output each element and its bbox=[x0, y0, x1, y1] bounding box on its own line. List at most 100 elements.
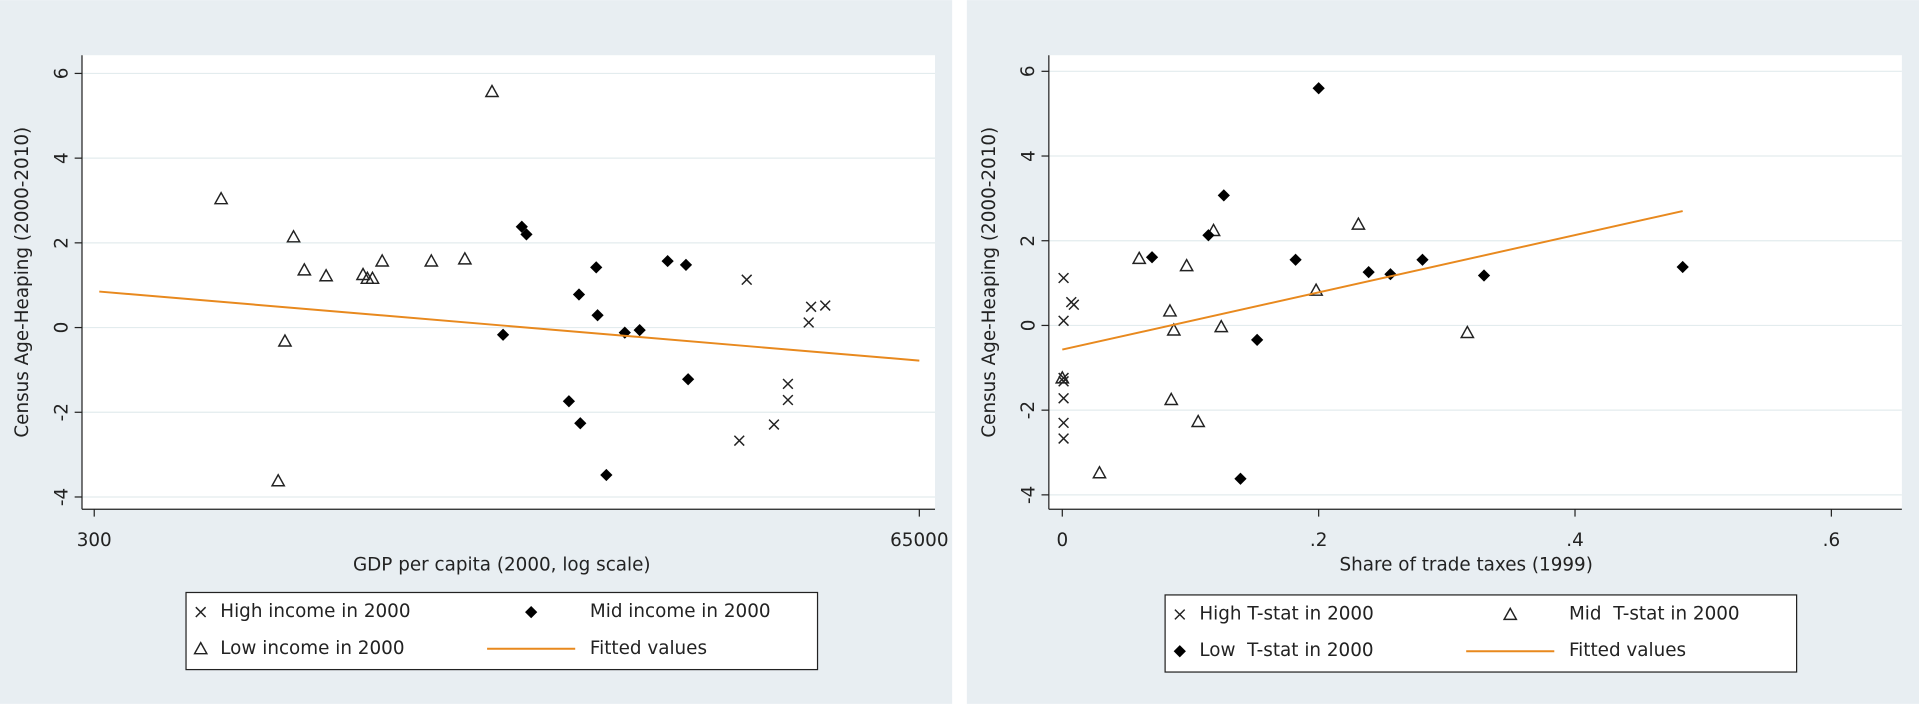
x-marker bbox=[805, 301, 817, 313]
legend-label: High T-stat in 2000 bbox=[1199, 604, 1373, 625]
x-marker bbox=[1068, 299, 1080, 311]
x-marker bbox=[819, 300, 831, 311]
diamond-marker bbox=[496, 328, 510, 341]
triangle-marker bbox=[1213, 319, 1229, 333]
x-marker bbox=[782, 378, 794, 390]
plot-area bbox=[81, 55, 936, 510]
y-tick-label: 4 bbox=[1018, 150, 1039, 162]
triangle-marker bbox=[457, 251, 473, 265]
diamond-marker bbox=[562, 395, 576, 408]
diamond-marker bbox=[1676, 260, 1689, 274]
fitted-line bbox=[99, 290, 920, 362]
diamond-marker bbox=[1362, 265, 1375, 279]
x-marker bbox=[1058, 392, 1069, 404]
legend-label: Fitted values bbox=[590, 638, 707, 659]
x-tick-label: 0 bbox=[1056, 530, 1068, 551]
triangle-marker bbox=[286, 229, 301, 243]
x-tick-label: .2 bbox=[1310, 530, 1328, 551]
triangle-marker bbox=[374, 253, 390, 267]
diamond-marker bbox=[1416, 253, 1429, 266]
triangle-marker bbox=[1179, 258, 1194, 272]
triangle-marker bbox=[318, 268, 334, 282]
diamond-marker bbox=[1251, 333, 1264, 346]
triangle-marker bbox=[1351, 216, 1366, 230]
triangle-marker bbox=[277, 333, 293, 347]
legend-box bbox=[1164, 594, 1798, 673]
x-marker bbox=[1058, 272, 1069, 284]
legend-label: Mid income in 2000 bbox=[590, 601, 771, 622]
plot-area bbox=[1048, 55, 1902, 510]
x-marker bbox=[803, 317, 815, 328]
triangle-marker bbox=[296, 262, 312, 276]
triangle-marker bbox=[270, 473, 286, 487]
diamond-marker bbox=[525, 605, 538, 619]
diamond-marker bbox=[520, 228, 533, 241]
legend-label: Fitted values bbox=[1569, 640, 1686, 661]
diamond-marker bbox=[681, 373, 695, 386]
triangle-marker bbox=[1131, 250, 1147, 265]
triangle-marker bbox=[213, 191, 229, 205]
diamond-marker bbox=[572, 288, 586, 301]
y-tick-label: 6 bbox=[51, 68, 72, 80]
x-marker bbox=[1058, 315, 1069, 327]
triangle-marker bbox=[1092, 465, 1107, 479]
triangle-marker bbox=[1162, 303, 1178, 317]
triangle-marker bbox=[484, 84, 500, 98]
y-tick-label: 6 bbox=[1018, 65, 1039, 77]
triangle-marker bbox=[1166, 322, 1182, 336]
x-tick-label: .6 bbox=[1823, 530, 1841, 551]
x-marker bbox=[1058, 433, 1069, 444]
y-tick-label: 2 bbox=[1018, 235, 1039, 247]
x-axis-title: Share of trade taxes (1999) bbox=[1339, 554, 1592, 575]
triangle-marker bbox=[193, 641, 209, 655]
x-tick-label: 300 bbox=[77, 530, 112, 551]
x-marker bbox=[741, 274, 753, 286]
triangle-marker bbox=[1054, 370, 1070, 384]
diamond-marker bbox=[1477, 269, 1491, 282]
triangle-marker bbox=[365, 270, 380, 285]
x-marker bbox=[733, 435, 745, 447]
triangle-marker bbox=[1308, 282, 1324, 296]
y-axis-title: Census Age-Heaping (2000-2010) bbox=[979, 127, 1000, 438]
diamond-marker bbox=[1217, 189, 1230, 202]
diamond-marker bbox=[590, 261, 603, 274]
diamond-marker bbox=[600, 468, 613, 482]
y-tick-label: -4 bbox=[51, 488, 72, 506]
x-tick-label: 65000 bbox=[890, 530, 948, 551]
diamond-marker bbox=[661, 254, 674, 268]
legend-label: Low income in 2000 bbox=[220, 638, 404, 659]
diamond-marker bbox=[515, 220, 528, 233]
y-tick-label: 0 bbox=[51, 322, 72, 334]
y-axis-title: Census Age-Heaping (2000-2010) bbox=[12, 127, 33, 438]
x-marker bbox=[782, 394, 794, 406]
diamond-marker bbox=[1289, 253, 1302, 266]
triangle-marker bbox=[1163, 391, 1179, 406]
fitted-line bbox=[1062, 210, 1683, 351]
diamond-marker bbox=[633, 323, 646, 337]
diamond-marker bbox=[1312, 82, 1325, 95]
triangle-marker bbox=[1190, 413, 1206, 428]
legend-label: High income in 2000 bbox=[220, 601, 410, 622]
y-tick-label: -2 bbox=[51, 403, 72, 421]
y-tick-label: -4 bbox=[1018, 486, 1039, 504]
diamond-marker bbox=[574, 417, 587, 430]
y-tick-label: 2 bbox=[51, 237, 72, 249]
legend-label: Mid T-stat in 2000 bbox=[1569, 604, 1740, 625]
x-axis-title: GDP per capita (2000, log scale) bbox=[353, 554, 651, 575]
panel: -4 -2 0 2 4 6 300 65000 GDP per capita (2000, lo… bbox=[0, 0, 953, 704]
x-marker bbox=[1174, 609, 1186, 620]
triangle-marker bbox=[1459, 325, 1475, 339]
y-tick-label: -2 bbox=[1018, 401, 1039, 419]
legend-label: Low T-stat in 2000 bbox=[1199, 640, 1373, 661]
diamond-marker bbox=[1202, 229, 1215, 242]
diamond-marker bbox=[679, 258, 693, 271]
x-marker bbox=[195, 606, 207, 618]
y-tick-label: 4 bbox=[51, 152, 72, 164]
diamond-marker bbox=[591, 309, 604, 322]
triangle-marker bbox=[423, 253, 439, 267]
y-tick-label: 0 bbox=[1018, 320, 1039, 332]
x-marker bbox=[1058, 417, 1069, 429]
x-marker bbox=[768, 419, 780, 430]
